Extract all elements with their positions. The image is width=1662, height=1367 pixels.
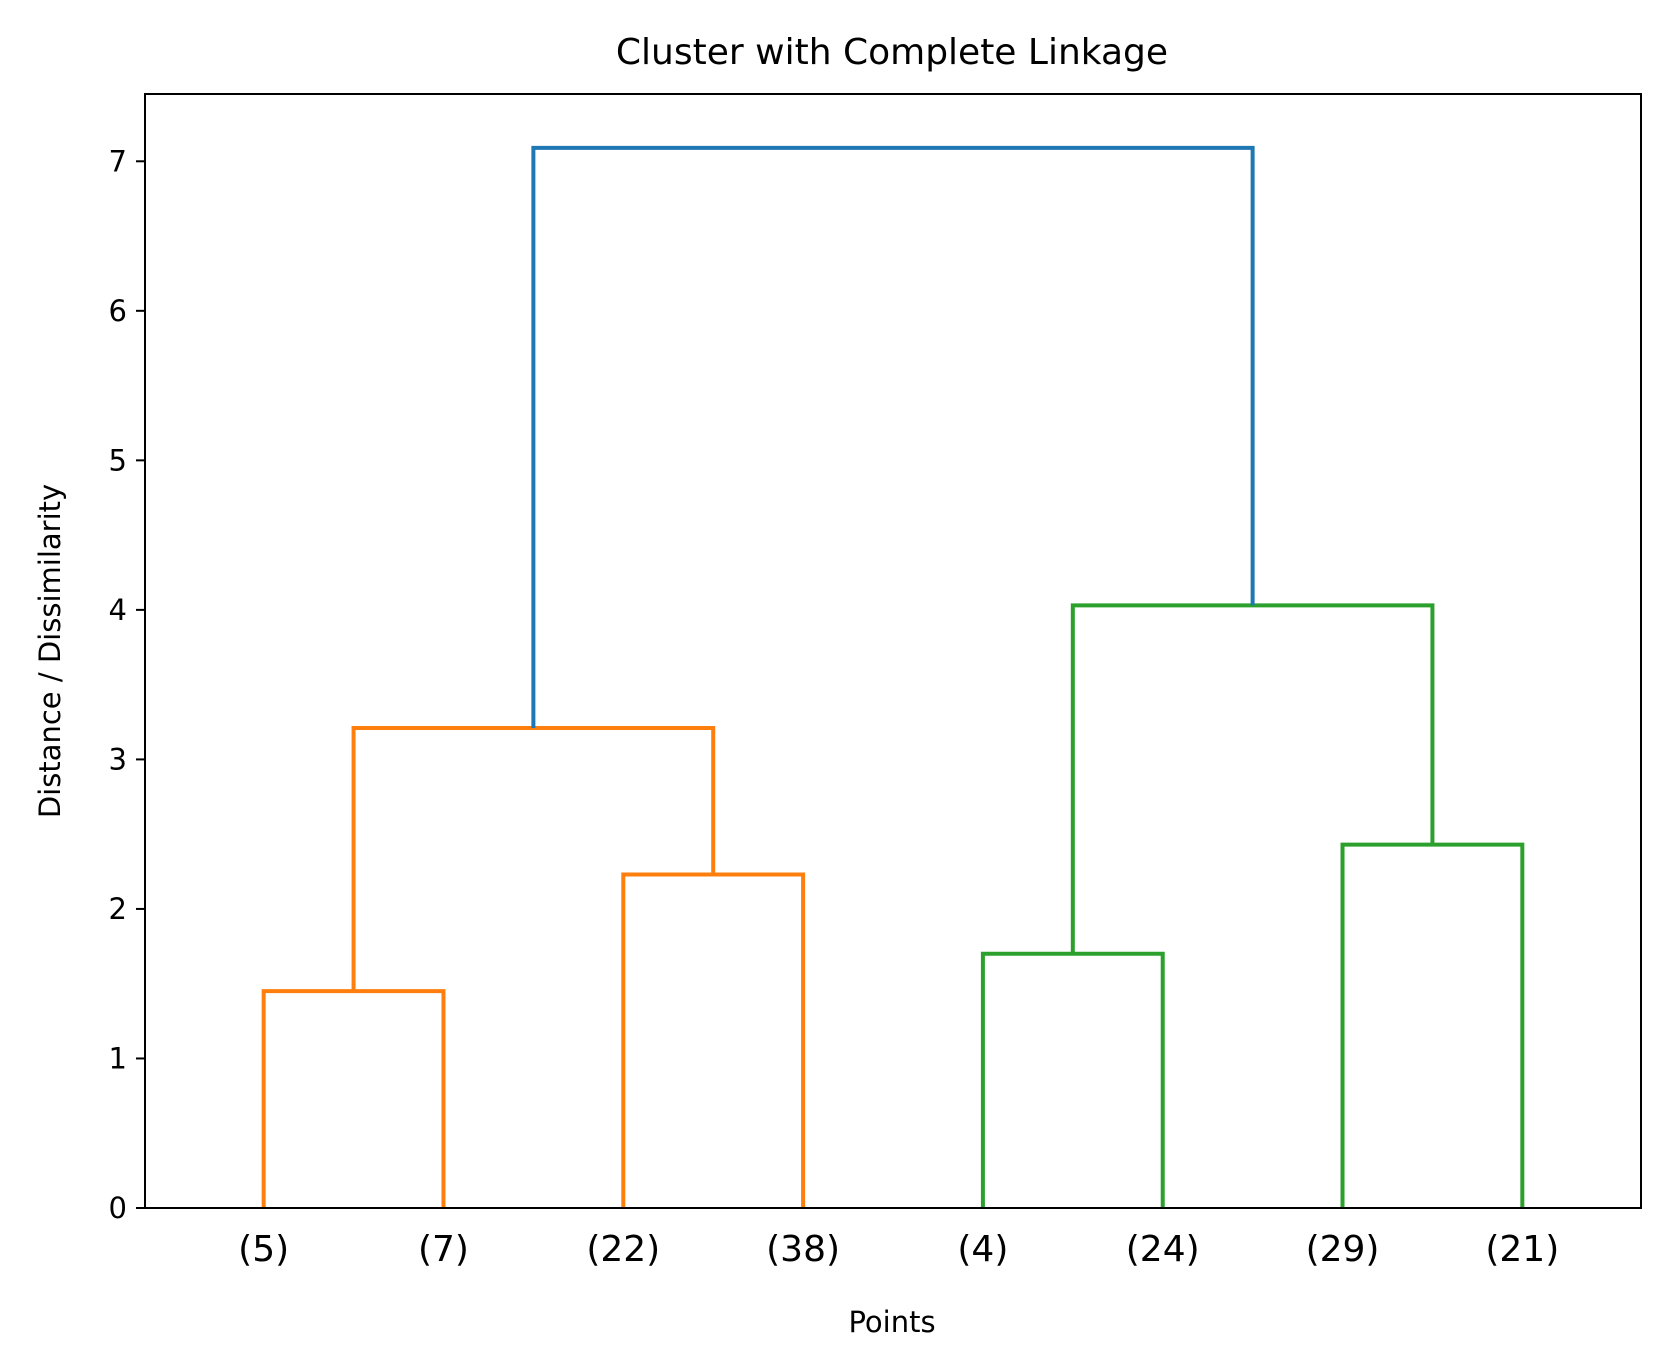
- y-axis-ticks: 0 1 2 3 4 5 6 7: [109, 144, 145, 1225]
- y-tick-label: 7: [109, 144, 127, 178]
- y-tick-label: 2: [109, 892, 127, 926]
- x-tick-label: (21): [1485, 1229, 1559, 1270]
- x-tick-label: (38): [766, 1229, 840, 1270]
- x-tick-label: (4): [957, 1229, 1008, 1270]
- chart-title: Cluster with Complete Linkage: [616, 32, 1168, 73]
- x-tick-label: (29): [1306, 1229, 1380, 1270]
- x-tick-label: (5): [238, 1229, 289, 1270]
- dendrogram-link-2: [621, 872, 806, 1208]
- x-tick-label: (7): [418, 1229, 469, 1270]
- y-tick-label: 1: [109, 1041, 127, 1075]
- x-tick-label: (24): [1126, 1229, 1200, 1270]
- y-tick-label: 4: [109, 593, 127, 627]
- y-tick-label: 6: [109, 294, 127, 328]
- x-axis-label: Points: [848, 1305, 935, 1339]
- plot-frame: [144, 93, 1642, 1209]
- y-axis-label: Distance / Dissimilarity: [33, 484, 67, 818]
- y-tick-label: 0: [109, 1191, 127, 1225]
- x-axis-ticks: (5) (7) (22) (38) (4) (24) (29) (21): [238, 1229, 1559, 1270]
- y-tick-label: 5: [109, 443, 127, 477]
- x-tick-label: (22): [586, 1229, 660, 1270]
- dendrogram-link-5: [1340, 842, 1525, 1208]
- dendrogram-link-7: [531, 145, 1255, 729]
- dendrogram-link-4: [980, 951, 1165, 1208]
- y-tick-label: 3: [109, 742, 127, 776]
- dendrogram-links: [261, 145, 1525, 1208]
